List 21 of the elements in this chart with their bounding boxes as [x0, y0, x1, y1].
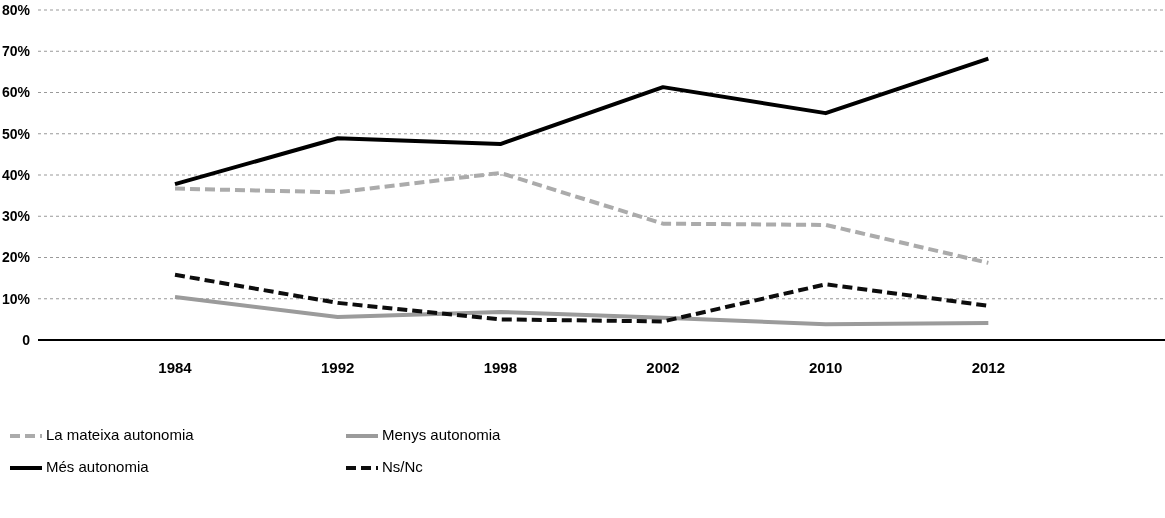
- x-tick-label: 2002: [646, 358, 680, 376]
- y-tick-label: 60%: [1, 84, 31, 101]
- x-tick-label: 2010: [808, 358, 843, 376]
- line-series: [173, 170, 991, 265]
- legend-label: La mateixa autonomia: [46, 425, 195, 443]
- legend-label: Ns/Nc: [382, 457, 424, 475]
- y-tick-label: 10%: [1, 290, 31, 307]
- y-tick-label: 70%: [1, 43, 31, 60]
- legend-label: Més autonomia: [46, 457, 150, 475]
- y-tick-label: 30%: [1, 208, 31, 225]
- y-tick-label: 50%: [1, 125, 31, 142]
- y-tick-label: 80%: [1, 1, 31, 18]
- x-tick-label: 1992: [320, 358, 355, 376]
- x-tick-label: 2012: [971, 358, 1006, 376]
- y-tick-label: 40%: [1, 166, 31, 183]
- y-tick-label: 20%: [1, 249, 31, 266]
- y-tick-label: 0: [22, 331, 31, 348]
- line-series: [173, 56, 991, 187]
- x-tick-label: 1998: [483, 358, 518, 376]
- x-tick-label: 1984: [158, 358, 193, 376]
- legend-label: Menys autonomia: [382, 425, 502, 443]
